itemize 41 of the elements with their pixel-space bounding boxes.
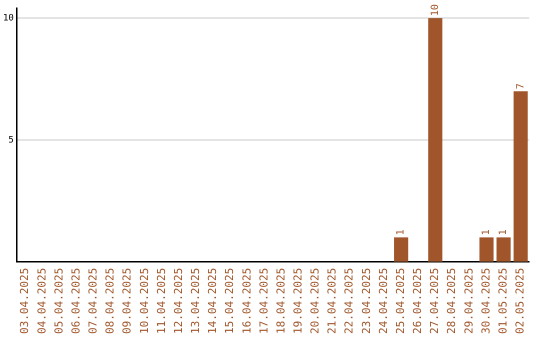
y-tick-label: 5: [8, 135, 14, 146]
x-tick-label: 25.04.2025: [394, 268, 407, 334]
x-tick-label: 10.04.2025: [138, 268, 151, 334]
data-label: 1: [498, 229, 510, 236]
x-tick-label: 21.04.2025: [326, 268, 339, 334]
x-tick-label: 09.04.2025: [120, 268, 134, 334]
data-label: 1: [481, 229, 492, 236]
x-tick-label: 16.04.2025: [240, 268, 254, 334]
data-label: 1: [396, 229, 407, 236]
x-tick-label: 11.04.2025: [154, 268, 168, 334]
x-tick-label: 22.04.2025: [342, 268, 356, 334]
x-tick-label: 08.04.2025: [104, 268, 117, 334]
x-tick-label: 20.04.2025: [308, 268, 322, 334]
x-tick-label: 29.04.2025: [462, 268, 476, 334]
x-tick-label: 05.04.2025: [52, 268, 66, 334]
x-tick-label: 04.04.2025: [35, 268, 48, 334]
x-tick-label: 12.04.2025: [172, 268, 185, 334]
x-tick-label: 24.04.2025: [376, 268, 390, 334]
x-tick-label: 06.04.2025: [69, 268, 82, 334]
bar: [394, 237, 408, 262]
x-tick-label: 28.04.2025: [445, 268, 458, 334]
x-tick-label: 07.04.2025: [86, 268, 100, 334]
data-label: 7: [515, 83, 526, 90]
x-tick-label: 23.04.2025: [360, 268, 373, 334]
bar: [514, 91, 528, 262]
x-tick-label: 19.04.2025: [292, 268, 304, 334]
bar: [428, 18, 442, 262]
bar: [479, 237, 494, 262]
x-tick-label: 03.04.2025: [18, 268, 32, 334]
x-tick-label: 13.04.2025: [189, 268, 202, 334]
x-tick-label: 30.04.2025: [479, 268, 492, 334]
x-tick-label: 15.04.2025: [223, 268, 236, 334]
x-tick-label: 27.04.2025: [428, 268, 442, 334]
bar: [496, 237, 511, 262]
x-tick-label: 17.04.2025: [257, 268, 270, 334]
x-tick-label: 02.05.2025: [514, 268, 527, 334]
x-tick-label: 14.04.2025: [206, 268, 220, 334]
x-tick-label: 18.04.2025: [274, 268, 288, 334]
data-label: 10: [430, 4, 441, 16]
x-tick-label: 01.05.2025: [496, 268, 510, 334]
x-tick-label: 26.04.2025: [411, 268, 424, 334]
